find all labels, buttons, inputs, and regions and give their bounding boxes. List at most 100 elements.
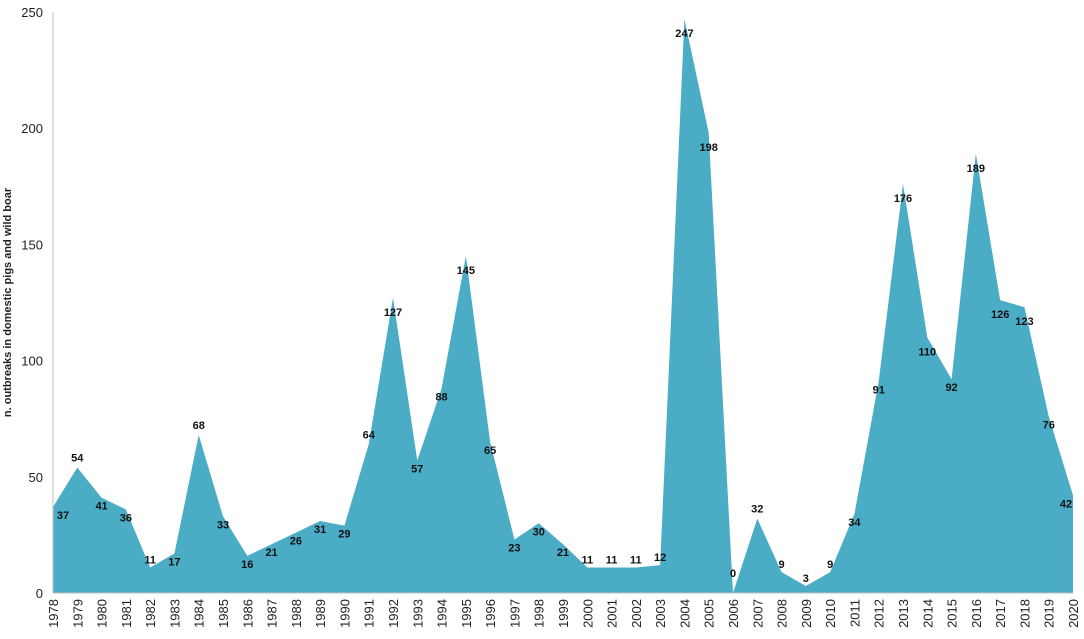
data-label: 37: [57, 510, 69, 522]
x-tick-label: 2008: [775, 599, 790, 628]
y-tick-label: 100: [21, 354, 43, 369]
x-tick-label: 2000: [580, 599, 595, 628]
x-tick-label: 1980: [95, 599, 110, 628]
y-axis-title: n. outbreaks in domestic pigs and wild b…: [2, 187, 14, 417]
x-tick-label: 1998: [532, 599, 547, 628]
x-tick-label: 1990: [337, 599, 352, 628]
x-tick-label: 1991: [362, 599, 377, 628]
data-label: 189: [967, 163, 985, 175]
data-label: 31: [314, 524, 326, 536]
x-tick-label: 2010: [823, 599, 838, 628]
x-tick-label: 2011: [847, 599, 862, 627]
x-tick-label: 1992: [386, 599, 401, 628]
data-label: 16: [241, 559, 253, 571]
x-tick-label: 1996: [483, 599, 498, 628]
data-label: 11: [144, 554, 156, 566]
x-tick-label: 2002: [629, 599, 644, 628]
y-axis-label-group: n. outbreaks in domestic pigs and wild b…: [2, 187, 14, 417]
data-label: 198: [700, 142, 718, 154]
x-tick-label: 2007: [750, 599, 765, 628]
x-tick-label: 2004: [677, 599, 692, 628]
x-tick-label: 2012: [872, 599, 887, 628]
x-tick-label: 1979: [70, 599, 85, 628]
y-tick-label: 0: [36, 586, 43, 601]
x-tick-label: 2016: [969, 599, 984, 628]
data-label: 57: [411, 464, 423, 476]
data-label: 11: [606, 554, 618, 566]
x-tick-label: 1982: [143, 599, 158, 628]
x-tick-label: 1989: [313, 599, 328, 628]
data-label: 42: [1060, 498, 1072, 510]
x-axis-ticks: 1978 1979 1980 1981 1982 1983 1984 1985 1986 1987…: [46, 599, 1081, 628]
data-label: 21: [265, 547, 277, 559]
x-tick-label: 2020: [1066, 599, 1081, 628]
data-label: 123: [1015, 316, 1033, 328]
x-tick-label: 1981: [119, 599, 134, 628]
data-label: 34: [848, 517, 861, 529]
x-tick-label: 2003: [653, 599, 668, 628]
x-tick-label: 2009: [799, 599, 814, 628]
data-label: 127: [384, 307, 402, 319]
data-label: 33: [217, 519, 229, 531]
area-series: [53, 18, 1073, 594]
axes: [52, 12, 1073, 594]
data-label: 64: [363, 429, 376, 441]
x-tick-label: 2001: [605, 599, 620, 628]
data-label: 41: [95, 501, 107, 513]
data-label: 68: [193, 420, 205, 432]
data-label: 23: [508, 543, 520, 555]
x-tick-label: 2013: [896, 599, 911, 628]
data-label: 145: [457, 265, 475, 277]
data-label: 32: [751, 504, 763, 516]
x-tick-label: 1988: [289, 599, 304, 628]
data-label: 9: [827, 559, 833, 571]
x-tick-label: 2006: [726, 599, 741, 628]
data-label: 76: [1043, 419, 1055, 431]
x-tick-label: 2018: [1017, 599, 1032, 628]
data-label: 26: [290, 536, 302, 548]
data-label: 247: [675, 28, 693, 40]
data-label: 11: [630, 554, 642, 566]
area-series-layer: [53, 18, 1073, 594]
x-tick-label: 1997: [507, 599, 522, 628]
y-axis-ticks: 0 50 100 150 200 250: [21, 5, 43, 601]
x-tick-label: 1995: [459, 599, 474, 628]
data-label: 91: [873, 385, 885, 397]
y-tick-label: 150: [21, 237, 43, 252]
data-label: 65: [484, 445, 496, 457]
data-label: 54: [71, 453, 84, 465]
y-tick-label: 200: [21, 121, 43, 136]
data-label: 3: [803, 573, 809, 585]
x-tick-label: 2014: [920, 599, 935, 628]
data-label: 29: [338, 529, 350, 541]
data-label: 36: [120, 512, 132, 524]
x-tick-label: 1993: [410, 599, 425, 628]
y-tick-label: 250: [21, 5, 43, 20]
data-label: 17: [168, 556, 180, 568]
x-tick-label: 1985: [216, 599, 231, 628]
x-tick-label: 1987: [265, 599, 280, 628]
data-label: 92: [945, 382, 957, 394]
x-tick-label: 2017: [993, 599, 1008, 628]
x-tick-label: 1999: [556, 599, 571, 628]
data-label: 110: [918, 346, 936, 358]
data-label: 176: [894, 193, 912, 205]
data-label: 11: [581, 554, 593, 566]
x-tick-label: 2019: [1042, 599, 1057, 628]
data-label: 88: [435, 391, 447, 403]
data-label: 9: [779, 559, 785, 571]
data-label: 30: [533, 526, 545, 538]
x-tick-label: 1983: [167, 599, 182, 628]
x-tick-label: 1986: [240, 599, 255, 628]
data-label: 126: [991, 309, 1009, 321]
data-label: 12: [654, 552, 666, 564]
x-tick-label: 1978: [46, 599, 61, 628]
x-tick-label: 1994: [435, 599, 450, 628]
data-label: 0: [730, 568, 736, 580]
x-tick-label: 2005: [702, 599, 717, 628]
y-tick-label: 50: [29, 470, 43, 485]
x-tick-label: 2015: [945, 599, 960, 628]
x-tick-label: 1984: [192, 599, 207, 628]
